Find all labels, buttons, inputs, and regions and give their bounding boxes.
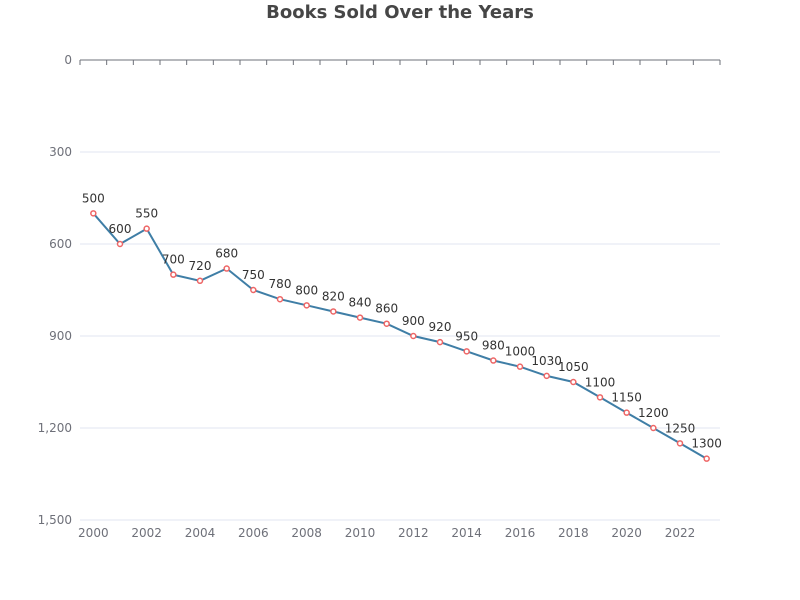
data-label: 1300 xyxy=(691,437,722,451)
data-label: 1150 xyxy=(611,391,642,405)
x-tick-label: 2014 xyxy=(451,526,482,540)
data-label: 680 xyxy=(215,247,238,261)
data-point xyxy=(223,265,230,272)
data-point xyxy=(90,210,97,217)
y-tick-label: 0 xyxy=(64,53,72,67)
data-point xyxy=(196,277,204,285)
data-label: 950 xyxy=(455,329,478,343)
data-label: 840 xyxy=(349,296,372,310)
x-tick-label: 2010 xyxy=(345,526,376,540)
data-point xyxy=(250,286,257,294)
data-label: 720 xyxy=(189,259,212,273)
y-tick-label: 1,500 xyxy=(38,513,72,527)
data-point xyxy=(623,409,630,416)
data-point xyxy=(436,338,444,346)
data-point xyxy=(410,332,417,340)
data-point xyxy=(330,308,337,315)
x-tick-label: 2004 xyxy=(185,526,216,540)
data-point xyxy=(543,372,550,380)
data-label: 860 xyxy=(375,302,398,316)
data-point xyxy=(276,295,284,303)
data-point xyxy=(170,271,177,278)
chart-title: Books Sold Over the Years xyxy=(266,2,534,23)
data-label: 900 xyxy=(402,314,425,328)
data-point xyxy=(383,320,390,327)
y-tick-label: 300 xyxy=(49,145,72,159)
data-label: 500 xyxy=(82,191,105,205)
data-point xyxy=(143,225,150,232)
data-label: 1050 xyxy=(558,360,589,374)
x-tick-label: 2020 xyxy=(611,526,642,540)
data-label: 780 xyxy=(269,277,292,291)
data-label: 980 xyxy=(482,339,505,353)
data-point xyxy=(303,302,310,309)
data-label: 1250 xyxy=(665,421,696,435)
data-label: 920 xyxy=(429,320,452,334)
data-label: 1100 xyxy=(585,375,616,389)
data-point xyxy=(356,314,364,321)
data-point xyxy=(516,363,524,370)
x-tick-label: 2022 xyxy=(665,526,696,540)
series-line xyxy=(92,212,708,460)
x-tick-label: 2002 xyxy=(131,526,162,540)
y-tick-label: 600 xyxy=(49,237,72,251)
x-tick-label: 2016 xyxy=(505,526,536,540)
data-point xyxy=(490,357,497,364)
data-label: 550 xyxy=(135,207,158,221)
y-tick-label: 1,200 xyxy=(38,421,72,435)
data-point xyxy=(650,424,657,432)
data-label: 600 xyxy=(109,222,132,236)
data-point xyxy=(596,394,604,401)
data-label: 1200 xyxy=(638,406,669,420)
data-point xyxy=(703,455,710,462)
data-label: 1030 xyxy=(531,354,562,368)
data-point xyxy=(676,440,684,447)
data-label: 1000 xyxy=(505,345,536,359)
x-tick-label: 2008 xyxy=(291,526,322,540)
data-label: 700 xyxy=(162,253,185,267)
y-tick-label: 900 xyxy=(49,329,72,343)
data-point xyxy=(116,240,124,248)
data-label: 750 xyxy=(242,268,265,282)
data-point xyxy=(570,378,577,386)
data-label: 820 xyxy=(322,289,345,303)
x-tick-label: 2000 xyxy=(78,526,109,540)
x-tick-label: 2006 xyxy=(238,526,269,540)
data-point xyxy=(463,348,470,355)
x-tick-label: 2018 xyxy=(558,526,589,540)
x-tick-label: 2012 xyxy=(398,526,429,540)
data-label: 800 xyxy=(295,283,318,297)
